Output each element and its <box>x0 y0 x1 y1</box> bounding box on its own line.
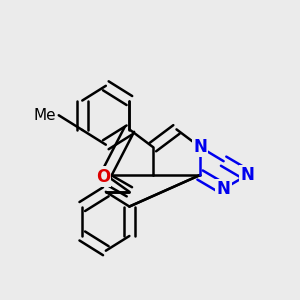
Text: N: N <box>217 180 230 198</box>
Text: O: O <box>96 167 110 185</box>
Text: N: N <box>193 138 207 156</box>
Text: Me: Me <box>33 108 56 123</box>
Text: N: N <box>240 166 254 184</box>
